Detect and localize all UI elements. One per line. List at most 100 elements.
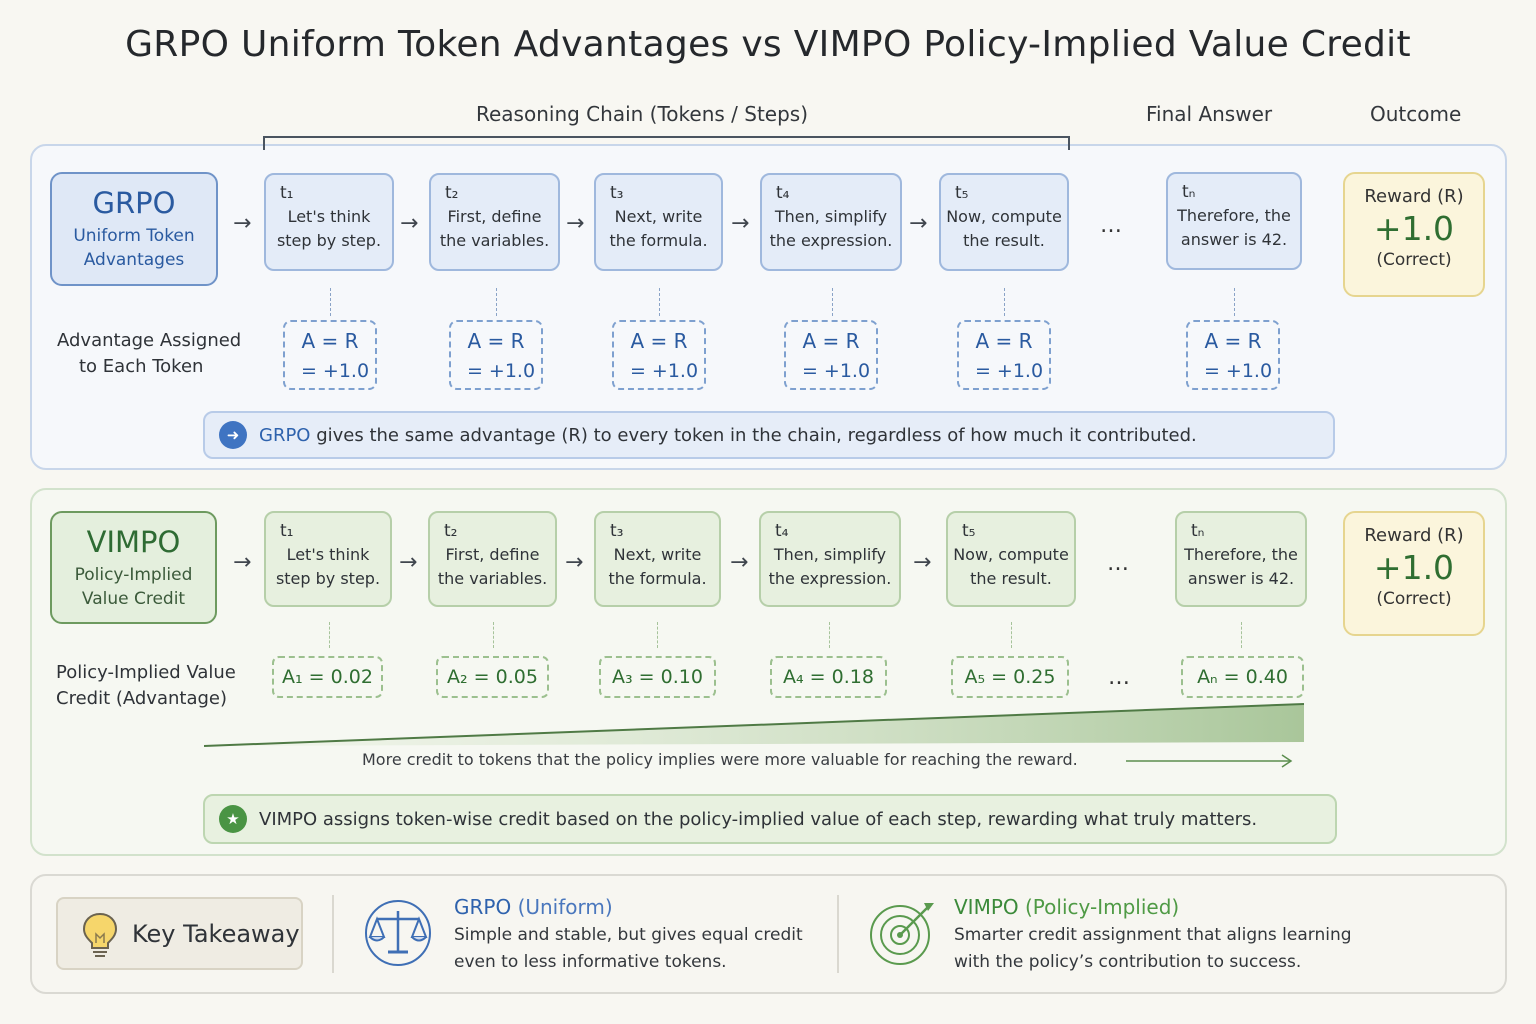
- token-text: step by step.: [275, 569, 381, 588]
- banner-highlight: GRPO: [259, 424, 311, 446]
- connector: [329, 622, 330, 648]
- reward-label: Reward (R): [1364, 525, 1464, 546]
- arrow-right-icon: [1126, 754, 1293, 768]
- token-text: Then, simplify: [774, 207, 888, 226]
- connector: [1241, 622, 1242, 648]
- token-text: Let's think: [286, 545, 370, 564]
- vimpo-takeaway-qualifier: (Policy-Implied): [1025, 895, 1180, 919]
- grpo-takeaway-qualifier: (Uniform): [517, 895, 613, 919]
- advantage-formula: A = R: [630, 329, 688, 353]
- token-text: Therefore, the: [1184, 545, 1298, 564]
- advantage-formula: A = R: [975, 329, 1033, 353]
- grpo-method-box: GRPO Uniform Token Advantages: [50, 172, 218, 286]
- token-text: the formula.: [608, 569, 707, 588]
- token-text: Now, compute: [953, 545, 1069, 564]
- divider: [837, 895, 839, 973]
- vimpo-token-n: tₙ Therefore, the answer is 42.: [1175, 511, 1307, 607]
- token-text: Next, write: [614, 207, 703, 226]
- vimpo-advantage-2: A₂ = 0.05: [436, 656, 549, 698]
- divider: [332, 895, 334, 973]
- advantage-formula: A = R: [301, 329, 359, 353]
- arrow-right-circle-icon: ➜: [219, 421, 247, 449]
- grpo-advantage-5: A = R = +1.0: [957, 320, 1051, 390]
- vimpo-takeaway: VIMPO (Policy-Implied) Smarter credit as…: [954, 895, 1352, 976]
- credit-ramp: [204, 703, 1305, 747]
- grpo-advantage-n: A = R = +1.0: [1186, 320, 1280, 390]
- target-icon: [870, 903, 934, 965]
- token-text: step by step.: [276, 231, 382, 250]
- token-label: t₃: [610, 183, 624, 203]
- lightbulb-icon: [82, 912, 118, 957]
- key-takeaway-badge: Key Takeaway: [56, 897, 303, 970]
- token-label: t₄: [776, 183, 790, 203]
- vimpo-method-subtitle-1: Policy-Implied: [74, 564, 193, 585]
- grpo-method-subtitle-2: Advantages: [83, 250, 185, 270]
- vimpo-token-4: t₄ Then, simplify the expression.: [759, 511, 901, 607]
- arrow-icon: →: [730, 550, 749, 575]
- connector: [832, 288, 833, 316]
- grpo-token-1: t₁ Let's think step by step.: [264, 173, 394, 271]
- advantage-value: = +1.0: [801, 360, 871, 382]
- connector: [493, 622, 494, 648]
- banner-body: gives the same advantage (R) to every to…: [310, 424, 1197, 446]
- token-text: Therefore, the: [1177, 206, 1291, 225]
- connector: [1234, 288, 1235, 316]
- grpo-advantage-label: Advantage Assigned to Each Token: [57, 328, 241, 380]
- advantage-formula: A = R: [467, 329, 525, 353]
- vimpo-method-subtitle-2: Value Credit: [81, 588, 186, 609]
- advantage-value: = +1.0: [974, 360, 1044, 382]
- token-text: the variables.: [439, 231, 550, 250]
- grpo-reward-box: Reward (R) +1.0 (Correct): [1343, 172, 1485, 297]
- reward-label: Reward (R): [1364, 186, 1464, 207]
- connector: [330, 288, 331, 316]
- header-reasoning-chain: Reasoning Chain (Tokens / Steps): [476, 102, 809, 126]
- vimpo-token-2: t₂ First, define the variables.: [428, 511, 557, 607]
- connector: [657, 622, 658, 648]
- grpo-takeaway-line-2: even to less informative tokens.: [454, 952, 727, 972]
- grpo-token-n: tₙ Therefore, the answer is 42.: [1166, 172, 1302, 270]
- arrow-icon: →: [400, 211, 419, 236]
- vimpo-takeaway-line-1: Smarter credit assignment that aligns le…: [954, 925, 1352, 945]
- balance-scale-icon: [365, 900, 431, 966]
- token-text: the variables.: [437, 569, 548, 588]
- token-text: the formula.: [609, 231, 708, 250]
- label-line: Policy-Implied Value: [56, 662, 236, 683]
- arrow-icon: →: [233, 550, 252, 575]
- arrow-icon: →: [399, 550, 418, 575]
- vimpo-token-5: t₅ Now, compute the result.: [946, 511, 1076, 607]
- grpo-token-3: t₃ Next, write the formula.: [594, 173, 723, 271]
- arrow-icon: →: [909, 211, 928, 236]
- header-outcome: Outcome: [1370, 102, 1462, 126]
- token-text: answer is 42.: [1180, 230, 1288, 249]
- grpo-takeaway-title: GRPO (Uniform): [454, 895, 803, 919]
- connector: [496, 288, 497, 316]
- token-label: t₂: [444, 521, 458, 541]
- ellipsis: …: [1100, 213, 1125, 238]
- reward-value: +1.0: [1373, 209, 1455, 248]
- vimpo-advantage-1: A₁ = 0.02: [272, 656, 383, 698]
- arrow-icon: →: [913, 550, 932, 575]
- label-line: to Each Token: [79, 356, 204, 377]
- token-text: the result.: [963, 231, 1045, 250]
- grpo-advantage-3: A = R = +1.0: [612, 320, 706, 390]
- vimpo-advantage-n: Aₙ = 0.40: [1181, 656, 1304, 698]
- token-text: Now, compute: [946, 207, 1062, 226]
- chain-bracket: [263, 136, 1070, 150]
- advantage-value: = +1.0: [466, 360, 536, 382]
- advantage-formula: A = R: [802, 329, 860, 353]
- ellipsis: …: [1108, 665, 1133, 690]
- arrow-icon: →: [566, 211, 585, 236]
- token-label: t₅: [955, 183, 969, 203]
- header-final-answer: Final Answer: [1146, 102, 1273, 126]
- token-text: the expression.: [768, 569, 892, 588]
- vimpo-advantage-4: A₄ = 0.18: [770, 656, 887, 698]
- grpo-token-4: t₄ Then, simplify the expression.: [760, 173, 902, 271]
- token-text: First, define: [445, 545, 540, 564]
- arrow-icon: →: [565, 550, 584, 575]
- banner-text: VIMPO assigns token-wise credit based on…: [259, 808, 1258, 830]
- grpo-token-5: t₅ Now, compute the result.: [939, 173, 1069, 271]
- reward-value: +1.0: [1373, 548, 1455, 587]
- vimpo-method-box: VIMPO Policy-Implied Value Credit: [50, 511, 217, 624]
- connector: [1004, 288, 1005, 316]
- vimpo-takeaway-line-2: with the policy’s contribution to succes…: [954, 952, 1302, 972]
